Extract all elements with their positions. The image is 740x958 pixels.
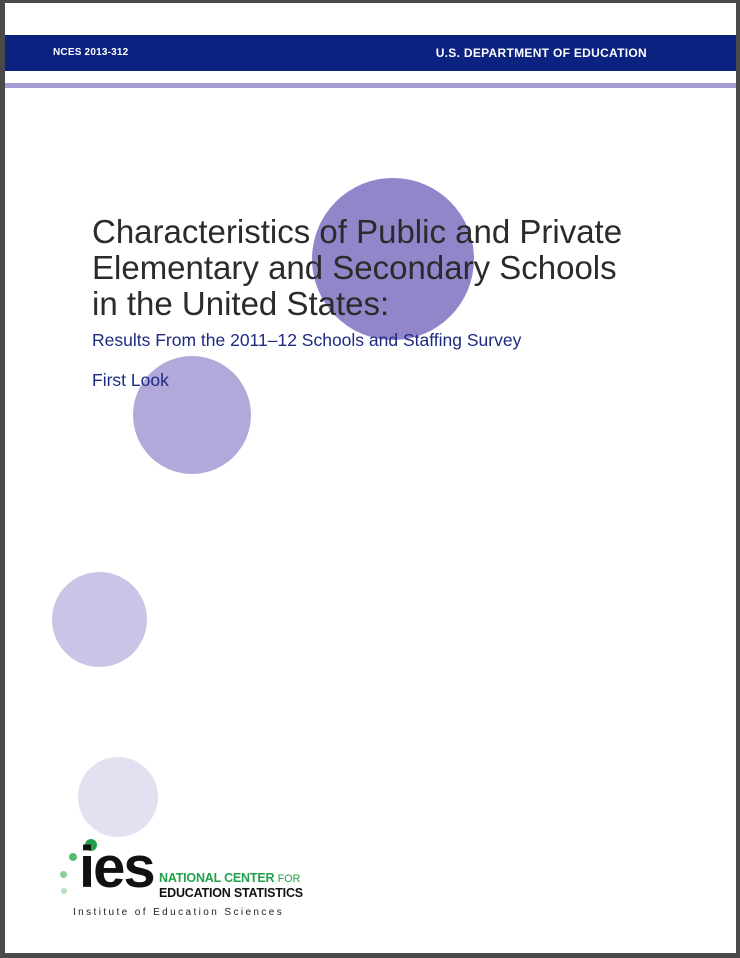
nces-name-main: NATIONAL CENTER <box>159 871 275 885</box>
ies-caption: Institute of Education Sciences <box>73 907 285 918</box>
ies-wordmark: ies <box>79 835 156 900</box>
logo-dot-icon <box>85 839 97 851</box>
header-stripe <box>5 83 736 88</box>
logo-dot-icon <box>69 853 77 861</box>
ies-nces-logo: ies NATIONAL CENTER FOR EDUCATION STATIS… <box>55 833 335 933</box>
nces-name-line-1: NATIONAL CENTER FOR <box>159 871 300 885</box>
title-line-3: in the United States: <box>92 285 390 322</box>
series-label: First Look <box>92 370 169 390</box>
department-name: U.S. DEPARTMENT OF EDUCATION <box>435 46 647 60</box>
nces-name-for: FOR <box>277 873 301 885</box>
report-cover-page: NCES 2013-312 U.S. DEPARTMENT OF EDUCATI… <box>5 3 736 953</box>
report-id: NCES 2013-312 <box>53 47 129 58</box>
decorative-circle-medium <box>133 356 251 474</box>
decorative-circle-large <box>312 178 474 340</box>
title-line-1: Characteristics of Public and Private <box>92 213 623 250</box>
logo-dot-icon <box>61 888 67 894</box>
header-banner: NCES 2013-312 U.S. DEPARTMENT OF EDUCATI… <box>5 35 736 71</box>
decorative-circle-faint <box>78 757 158 837</box>
report-subtitle: Results From the 2011–12 Schools and Sta… <box>92 330 522 350</box>
logo-dot-icon <box>60 871 67 878</box>
report-title: Characteristics of Public and Private El… <box>92 214 712 322</box>
decorative-circle-small <box>52 572 147 667</box>
nces-name-line-2: EDUCATION STATISTICS <box>159 886 303 900</box>
title-line-2: Elementary and Secondary Schools <box>92 249 617 286</box>
